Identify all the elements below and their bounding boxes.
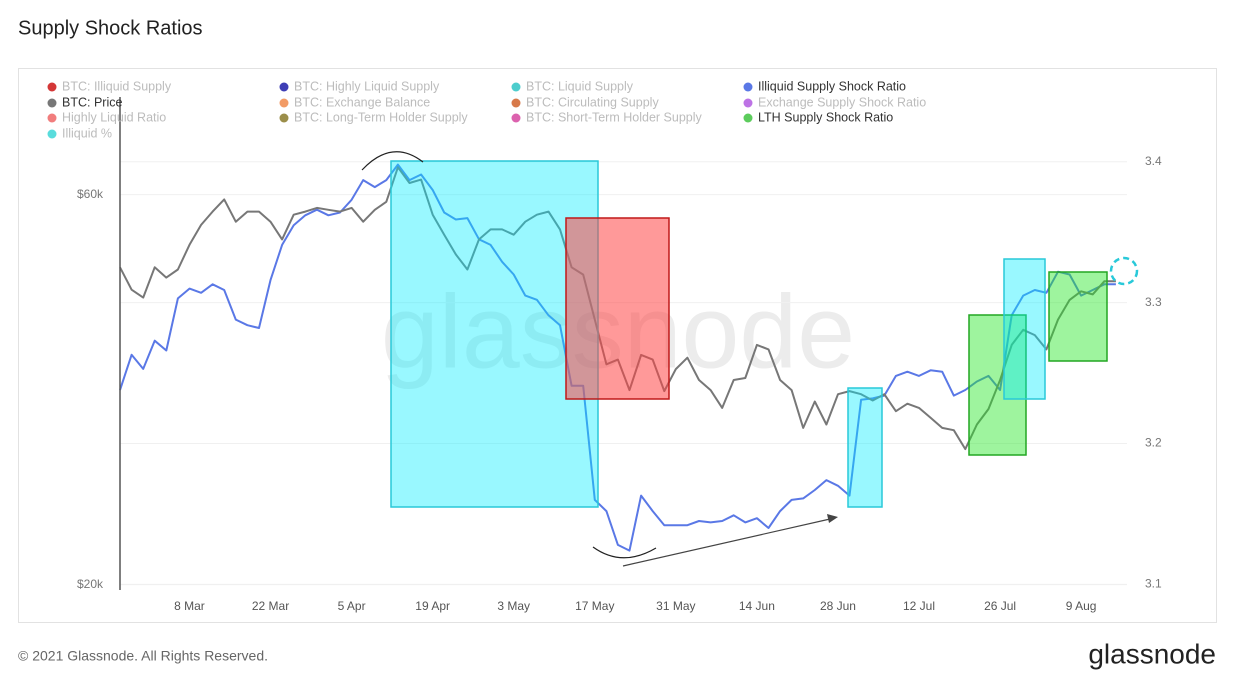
legend-label: Illiquid Supply Shock Ratio — [758, 79, 906, 93]
legend-label: BTC: Highly Liquid Supply — [294, 79, 440, 93]
legend-marker — [743, 82, 753, 92]
legend-label: BTC: Price — [62, 95, 122, 109]
annotations — [361, 151, 1139, 567]
annotation-arc — [361, 151, 424, 171]
legend-marker — [279, 113, 289, 123]
footer: © 2021 Glassnode. All Rights Reserved. — [18, 648, 268, 664]
y-tick-label: $60k — [77, 187, 104, 201]
legend-marker — [511, 82, 521, 92]
legend-marker — [743, 98, 753, 108]
axes: 3.1 3.2 3.3 3.4 $20k $60k 8 Mar 22 Mar 5 Apr 19 A… — [77, 97, 1162, 613]
x-tick-label: 14 Jun — [739, 599, 775, 613]
legend-label: BTC: Circulating Supply — [526, 95, 659, 109]
y2-tick-label: 3.1 — [1145, 577, 1162, 591]
legend-label: BTC: Exchange Balance — [294, 95, 430, 109]
x-tick-label: 3 May — [497, 599, 530, 613]
legend-marker — [511, 113, 521, 123]
x-tick-label: 22 Mar — [252, 599, 289, 613]
chart-title: Supply Shock Ratios — [18, 17, 203, 39]
legend-marker — [279, 98, 289, 108]
legend-label: LTH Supply Shock Ratio — [758, 110, 893, 124]
x-tick-label: 8 Mar — [174, 599, 205, 613]
legend-marker — [47, 82, 57, 92]
legend-label: BTC: Illiquid Supply — [62, 79, 172, 93]
legend-label: Highly Liquid Ratio — [62, 110, 166, 124]
legend-marker — [511, 98, 521, 108]
logo: glassnode — [1088, 638, 1216, 669]
annotation-circle — [1109, 256, 1139, 286]
series-line — [119, 163, 1116, 552]
legend-marker — [279, 82, 289, 92]
legend-label: BTC: Liquid Supply — [526, 79, 634, 93]
x-tick-label: 12 Jul — [903, 599, 935, 613]
annotation-arrow — [622, 518, 831, 567]
arrow-head — [827, 514, 838, 523]
x-tick-label: 5 Apr — [338, 599, 366, 613]
highlight-box — [390, 160, 599, 508]
x-tick-label: 28 Jun — [820, 599, 856, 613]
x-tick-label: 19 Apr — [415, 599, 450, 613]
x-tick-label: 31 May — [656, 599, 695, 613]
annotation-arc — [592, 546, 657, 559]
legend-label: Illiquid % — [62, 126, 112, 140]
x-tick-label: 26 Jul — [984, 599, 1016, 613]
y-tick-label: $20k — [77, 577, 104, 591]
y2-tick-label: 3.2 — [1145, 436, 1162, 450]
legend-label: BTC: Short-Term Holder Supply — [526, 110, 703, 124]
x-tick-label: 17 May — [575, 599, 614, 613]
legend-marker — [743, 113, 753, 123]
legend-label: Exchange Supply Shock Ratio — [758, 95, 926, 109]
legend-marker — [47, 113, 57, 123]
highlight-box — [968, 314, 1027, 456]
highlight-box — [1048, 271, 1108, 362]
x-tick-label: 9 Aug — [1066, 599, 1097, 613]
legend-marker — [47, 129, 57, 139]
highlight-box — [847, 387, 883, 508]
legend-label: BTC: Long-Term Holder Supply — [294, 110, 468, 124]
y2-tick-label: 3.4 — [1145, 154, 1162, 168]
highlight-box — [1003, 258, 1046, 400]
y2-tick-label: 3.3 — [1145, 295, 1162, 309]
legend-marker — [47, 98, 57, 108]
highlight-box — [565, 217, 670, 400]
